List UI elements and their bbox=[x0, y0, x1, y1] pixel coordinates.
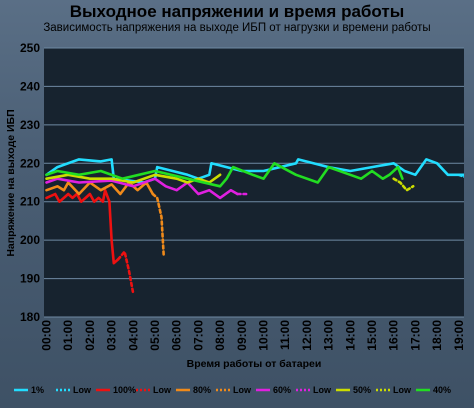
series-line bbox=[45, 177, 239, 200]
legend-label: 80% bbox=[193, 385, 211, 395]
x-tick-label: 10:00 bbox=[257, 320, 271, 351]
series-line bbox=[392, 177, 415, 192]
x-axis-label: Время работы от батареи bbox=[187, 358, 322, 370]
series-line bbox=[457, 173, 464, 179]
x-tick-label: 15:00 bbox=[365, 320, 379, 351]
chart-subtitle: Зависимость напряжения на выходе ИБП от … bbox=[43, 22, 431, 34]
legend-label: Low bbox=[313, 385, 332, 395]
y-tick-label: 210 bbox=[20, 195, 40, 209]
x-tick-label: 02:00 bbox=[83, 320, 97, 351]
x-tick-label: 13:00 bbox=[322, 320, 336, 351]
y-tick-labels: 180 190 200 210 220 230 240 250 bbox=[20, 41, 40, 324]
series-line bbox=[116, 250, 135, 296]
series-line bbox=[45, 162, 404, 188]
x-tick-label: 16:00 bbox=[387, 320, 401, 351]
legend-label: Low bbox=[73, 385, 92, 395]
x-tick-label: 07:00 bbox=[191, 320, 205, 351]
x-tick-label: 11:00 bbox=[278, 320, 292, 350]
x-tick-label: 14:00 bbox=[343, 320, 357, 351]
y-tick-label: 180 bbox=[20, 310, 40, 324]
x-tick-label: 01:00 bbox=[61, 320, 75, 351]
x-tick-label: 08:00 bbox=[213, 320, 227, 351]
x-tick-label: 19:00 bbox=[452, 320, 466, 351]
x-tick-label: 06:00 bbox=[170, 320, 184, 351]
x-tick-labels: 00:00 01:00 02:00 03:00 04:00 05:00 06:00 07:00… bbox=[40, 320, 466, 351]
series-line bbox=[151, 192, 165, 257]
legend-label: Low bbox=[233, 385, 252, 395]
y-tick-label: 250 bbox=[20, 41, 40, 55]
series-line bbox=[45, 188, 120, 265]
x-tick-label: 12:00 bbox=[300, 320, 314, 351]
y-tick-label: 220 bbox=[20, 156, 40, 170]
legend-label: 100% bbox=[113, 385, 136, 395]
y-tick-label: 200 bbox=[20, 233, 40, 247]
chart-title: Выходное напряжении и время работы bbox=[69, 2, 405, 21]
x-tick-label: 09:00 bbox=[235, 320, 249, 351]
x-tick-label: 17:00 bbox=[408, 320, 422, 351]
legend: 1% Low 100% Low 80% Low 60% Low 50% Low 40% bbox=[14, 385, 451, 395]
y-tick-label: 230 bbox=[20, 118, 40, 132]
y-axis-label: Напряжение на выходе ИБП bbox=[5, 109, 17, 256]
series-lines bbox=[45, 158, 464, 296]
legend-label: 60% bbox=[273, 385, 291, 395]
x-tick-label: 05:00 bbox=[148, 320, 162, 351]
legend-label: 1% bbox=[31, 385, 44, 395]
series-line bbox=[45, 173, 222, 184]
series-line bbox=[45, 181, 155, 196]
y-tick-label: 240 bbox=[20, 79, 40, 93]
legend-label: 50% bbox=[353, 385, 371, 395]
x-tick-label: 03:00 bbox=[105, 320, 119, 351]
legend-label: Low bbox=[153, 385, 172, 395]
legend-label: Low bbox=[393, 385, 412, 395]
x-tick-label: 00:00 bbox=[40, 320, 54, 351]
y-tick-label: 190 bbox=[20, 272, 40, 286]
x-tick-label: 18:00 bbox=[430, 320, 444, 351]
legend-label: 40% bbox=[433, 385, 451, 395]
x-tick-label: 04:00 bbox=[126, 320, 140, 351]
